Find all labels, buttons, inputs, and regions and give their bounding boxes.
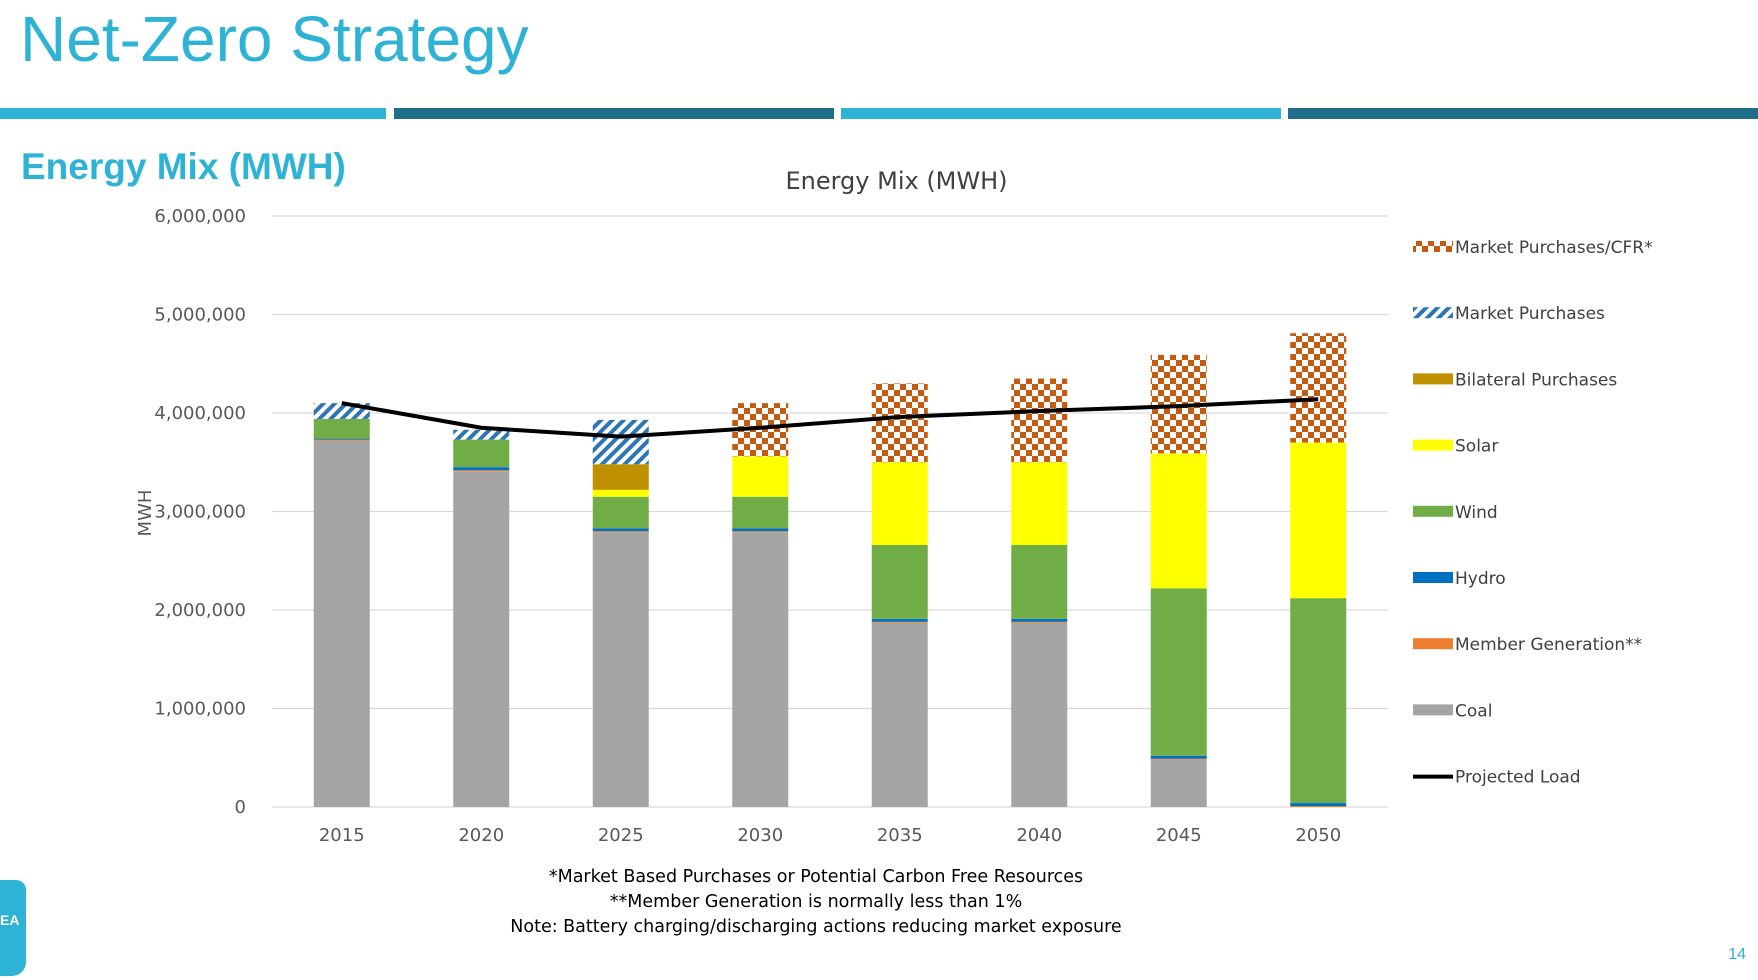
legend-label: Member Generation** xyxy=(1455,635,1642,655)
bar-segment-member xyxy=(732,531,789,533)
page-title: Net-Zero Strategy xyxy=(20,3,529,75)
y-tick-label: 4,000,000 xyxy=(154,403,246,424)
bar-segment-solar xyxy=(1011,462,1068,545)
legend-label: Solar xyxy=(1455,437,1498,457)
logo-text: EA xyxy=(0,912,20,928)
bar-segment-coal xyxy=(1011,622,1068,807)
bar-segment-member xyxy=(453,470,510,472)
bar-segment-hydro xyxy=(1290,803,1347,807)
bar-segment-coal xyxy=(592,532,649,807)
bar-segment-coal xyxy=(313,440,370,807)
bar-segment-hydro xyxy=(1150,755,1207,759)
bar-segment-wind xyxy=(871,544,928,619)
y-tick-label: 0 xyxy=(235,797,246,818)
y-tick-label: 1,000,000 xyxy=(154,699,246,720)
footnote-1: *Market Based Purchases or Potential Car… xyxy=(548,867,1084,887)
divider-segment-3 xyxy=(841,108,1281,119)
legend-label: Market Purchases xyxy=(1455,304,1605,324)
x-tick-label: 2030 xyxy=(737,825,783,846)
header-divider-bars xyxy=(0,108,1758,119)
y-tick-label: 6,000,000 xyxy=(154,206,246,227)
legend-swatch-wind xyxy=(1413,505,1453,517)
grid-lines xyxy=(272,215,1388,808)
bar-segment-member xyxy=(592,531,649,533)
bar-segment-member xyxy=(1290,806,1347,807)
legend-swatch-market_cfr xyxy=(1413,241,1453,252)
legend-swatch-market xyxy=(1413,307,1453,319)
bar-segment-member xyxy=(1011,621,1068,623)
bar-segment-solar xyxy=(871,462,928,545)
page-number: 14 xyxy=(1728,946,1746,963)
footnote-3: Note: Battery charging/discharging actio… xyxy=(510,917,1122,937)
legend-label: Market Purchases/CFR* xyxy=(1455,238,1653,258)
projected-load-line xyxy=(341,397,1319,439)
x-tick-label: 2040 xyxy=(1016,825,1062,846)
legend-swatch-hydro xyxy=(1413,572,1453,583)
bar-segment-member xyxy=(871,621,928,623)
bar-segment-market_cfr xyxy=(871,383,928,463)
bar-segment-member xyxy=(313,439,370,441)
bar-segment-hydro xyxy=(1011,618,1068,622)
bar-segment-solar xyxy=(732,456,789,497)
bar-segment-bilateral xyxy=(592,464,649,490)
x-tick-label: 2020 xyxy=(458,825,504,846)
x-axis-ticks: 2015 2020 2025 2030 2035 2040 2045 2050 xyxy=(319,825,1341,846)
chart-title: Energy Mix (MWH) xyxy=(785,167,1008,195)
legend-swatch-member xyxy=(1413,638,1453,650)
bar-segment-wind xyxy=(313,418,370,439)
x-tick-label: 2050 xyxy=(1295,825,1341,846)
footnotes: *Market Based Purchases or Potential Car… xyxy=(0,865,1632,940)
y-tick-label: 3,000,000 xyxy=(154,502,246,523)
x-tick-label: 2015 xyxy=(319,825,365,846)
bar-segment-coal xyxy=(871,622,928,807)
y-tick-label: 5,000,000 xyxy=(154,305,246,326)
bar-segment-hydro xyxy=(732,528,789,532)
legend-label: Projected Load xyxy=(1455,768,1581,788)
legend-label: Wind xyxy=(1455,503,1498,523)
bar-segment-hydro xyxy=(453,467,510,471)
bar-segment-market xyxy=(453,429,510,440)
legend-label: Coal xyxy=(1455,701,1492,721)
legend-swatch-solar xyxy=(1413,439,1453,451)
bar-segment-hydro xyxy=(592,528,649,532)
bar-segment-solar xyxy=(1150,453,1207,589)
y-axis-ticks: 0 1,000,000 2,000,000 3,000,000 4,000,000 5,0… xyxy=(154,206,246,818)
y-axis-label: MWH xyxy=(135,490,156,537)
bar-segment-wind xyxy=(1150,588,1207,756)
bar-segment-hydro xyxy=(313,438,370,440)
bar-segment-coal xyxy=(732,532,789,807)
legend-label: Hydro xyxy=(1455,569,1506,589)
logo xyxy=(0,880,26,976)
bar-segment-wind xyxy=(1290,598,1347,804)
bar-segment-solar xyxy=(1290,442,1347,599)
x-tick-label: 2045 xyxy=(1156,825,1202,846)
divider-segment-1 xyxy=(0,108,386,119)
x-tick-label: 2025 xyxy=(598,825,644,846)
y-tick-label: 2,000,000 xyxy=(154,600,246,621)
x-tick-label: 2035 xyxy=(877,825,923,846)
bar-segment-wind xyxy=(732,496,789,529)
bar-segment-solar xyxy=(592,489,649,497)
bar-segment-wind xyxy=(1011,544,1068,619)
section-title: Energy Mix (MWH) xyxy=(21,146,346,187)
legend-swatch-bilateral xyxy=(1413,373,1453,385)
legend-swatch-coal xyxy=(1413,704,1453,716)
divider-segment-4 xyxy=(1288,108,1758,119)
projected-load-line-group xyxy=(341,397,1319,439)
bar-segment-market xyxy=(592,419,649,465)
stacked-bars xyxy=(313,333,1347,807)
bar-segment-wind xyxy=(592,496,649,529)
bar-segment-market_cfr xyxy=(1011,378,1068,463)
bar-segment-coal xyxy=(453,471,510,807)
bar-segment-hydro xyxy=(871,618,928,622)
bar-segment-coal xyxy=(1150,759,1207,807)
legend: Market Purchases/CFR* Market Purchases Bil… xyxy=(1413,238,1653,788)
footnote-2: **Member Generation is normally less tha… xyxy=(609,892,1023,912)
bar-segment-market_cfr xyxy=(1290,333,1347,443)
bar-segment-wind xyxy=(453,439,510,468)
legend-label: Bilateral Purchases xyxy=(1455,370,1617,390)
bar-segment-member xyxy=(1150,758,1207,760)
divider-segment-2 xyxy=(394,108,834,119)
